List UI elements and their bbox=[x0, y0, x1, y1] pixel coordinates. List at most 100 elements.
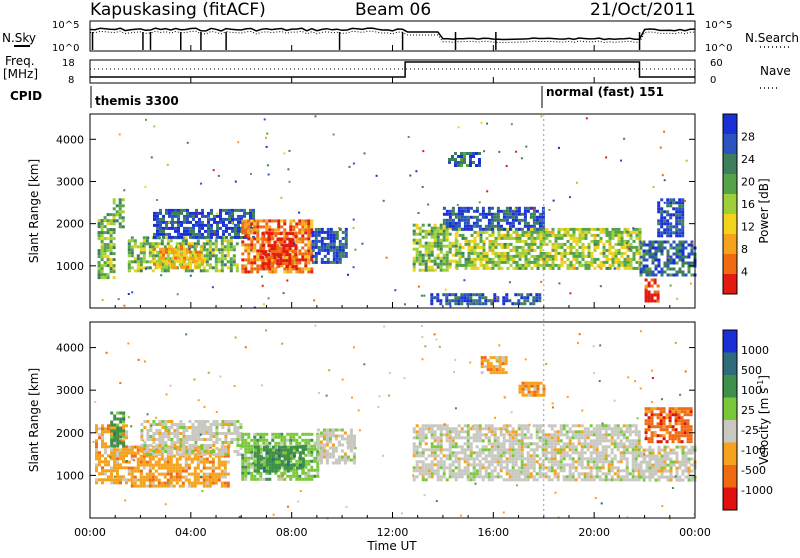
heat-cell bbox=[333, 258, 336, 261]
heat-cell bbox=[194, 482, 197, 485]
heat-cell bbox=[473, 463, 476, 466]
heat-cell bbox=[661, 250, 664, 253]
heat-cell bbox=[480, 237, 483, 240]
heat-cell bbox=[218, 260, 221, 263]
heat-cell bbox=[298, 252, 301, 255]
heat-cell bbox=[521, 427, 524, 430]
heat-cell bbox=[591, 261, 594, 264]
heat-cell bbox=[299, 452, 302, 455]
heat-cell bbox=[549, 234, 552, 237]
heat-cell bbox=[521, 463, 524, 466]
heat-cell bbox=[101, 481, 104, 484]
colorbar-swatch bbox=[723, 134, 737, 155]
heat-cell bbox=[452, 475, 455, 478]
heat-cell bbox=[315, 255, 318, 258]
heat-cell bbox=[188, 482, 191, 485]
heat-cell bbox=[522, 267, 525, 270]
heat-cell bbox=[284, 446, 287, 449]
cpid-segment-normal: normal (fast) 151 bbox=[546, 85, 664, 99]
heat-cell bbox=[425, 269, 428, 272]
heat-cell bbox=[110, 466, 113, 469]
heat-cell bbox=[113, 430, 116, 433]
heat-cell bbox=[221, 239, 224, 242]
heat-cell bbox=[291, 238, 294, 241]
heat-cell bbox=[107, 427, 110, 430]
heat-cell bbox=[203, 438, 206, 441]
heat-cell bbox=[224, 453, 227, 456]
heat-cell bbox=[285, 259, 288, 262]
heat-cell bbox=[310, 445, 313, 448]
heat-cell bbox=[203, 420, 206, 423]
heat-cell bbox=[449, 439, 452, 442]
heat-cell bbox=[552, 264, 555, 267]
heat-cell bbox=[287, 467, 290, 470]
heat-cell bbox=[107, 222, 110, 225]
heat-cell bbox=[643, 268, 646, 271]
heat-cell bbox=[177, 233, 180, 236]
heat-cell bbox=[413, 442, 416, 445]
heat-cell bbox=[479, 424, 482, 427]
heat-cell bbox=[675, 201, 678, 204]
heat-cell bbox=[119, 457, 122, 460]
heat-cell bbox=[321, 231, 324, 234]
heat-cell bbox=[104, 478, 107, 481]
heat-cell bbox=[618, 234, 621, 237]
heat-speckle bbox=[409, 175, 411, 177]
heat-cell bbox=[241, 478, 244, 481]
heat-cell bbox=[567, 258, 570, 261]
heat-cell bbox=[113, 433, 116, 436]
heat-cell bbox=[666, 213, 669, 216]
heat-cell bbox=[122, 424, 125, 427]
heat-cell bbox=[149, 473, 152, 476]
heat-cell bbox=[222, 218, 225, 221]
heat-cell bbox=[140, 458, 143, 461]
heat-cell bbox=[221, 447, 224, 450]
heat-cell bbox=[521, 460, 524, 463]
heat-cell bbox=[443, 257, 446, 260]
heat-cell bbox=[267, 235, 270, 238]
heat-cell bbox=[101, 267, 104, 270]
heat-cell bbox=[454, 161, 457, 164]
heat-cell bbox=[678, 201, 681, 204]
heat-cell bbox=[146, 432, 149, 435]
heat-cell bbox=[159, 260, 162, 263]
heat-cell bbox=[474, 249, 477, 252]
heat-cell bbox=[464, 216, 467, 219]
heat-cell bbox=[655, 259, 658, 262]
heat-cell bbox=[342, 237, 345, 240]
heat-cell bbox=[455, 454, 458, 457]
heat-cell bbox=[545, 436, 548, 439]
heat-cell bbox=[161, 435, 164, 438]
heat-cell bbox=[474, 231, 477, 234]
heat-cell bbox=[446, 269, 449, 272]
heat-cell bbox=[286, 433, 289, 436]
heat-cell bbox=[221, 426, 224, 429]
heat-cell bbox=[164, 473, 167, 476]
heat-cell bbox=[122, 219, 125, 222]
heat-cell bbox=[113, 454, 116, 457]
heat-cell bbox=[215, 239, 218, 242]
heat-cell bbox=[585, 228, 588, 231]
heat-cell bbox=[469, 296, 472, 299]
heat-cell bbox=[246, 212, 249, 215]
heat-cell bbox=[161, 467, 164, 470]
heat-cell bbox=[491, 430, 494, 433]
heat-cell bbox=[188, 479, 191, 482]
heat-cell bbox=[488, 478, 491, 481]
heat-cell bbox=[557, 436, 560, 439]
heat-cell bbox=[201, 263, 204, 266]
heat-cell bbox=[506, 478, 509, 481]
heat-cell bbox=[554, 448, 557, 451]
heat-cell bbox=[131, 473, 134, 476]
heat-cell bbox=[247, 258, 250, 261]
heat-cell bbox=[177, 212, 180, 215]
heat-speckle bbox=[364, 152, 366, 154]
heat-cell bbox=[512, 454, 515, 457]
heat-cell bbox=[678, 222, 681, 225]
heat-cell bbox=[557, 448, 560, 451]
heat-cell bbox=[493, 299, 496, 302]
heat-cell bbox=[215, 435, 218, 438]
heat-cell bbox=[430, 296, 433, 299]
